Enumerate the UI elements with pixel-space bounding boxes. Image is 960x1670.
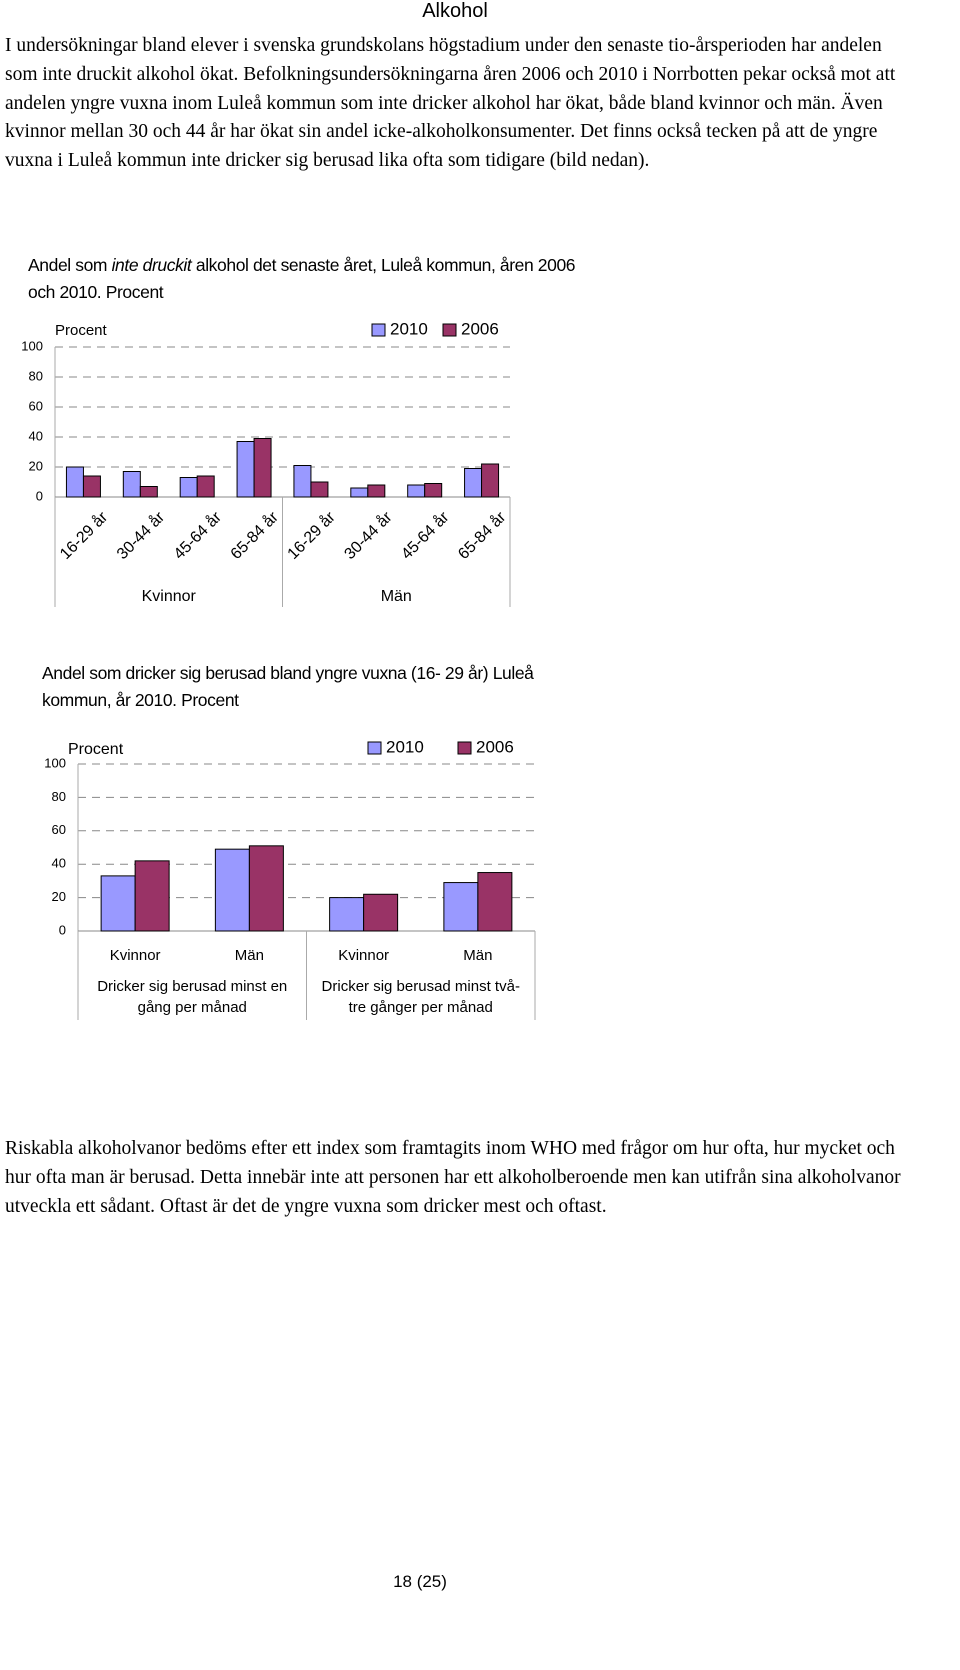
bar (293, 465, 312, 498)
bar (134, 860, 170, 932)
title-part: inte druckit (111, 255, 192, 275)
bar (100, 875, 136, 932)
y-tick-label: 0 (36, 488, 43, 503)
chart-title: Andel som inte druckit alkohol det senas… (28, 252, 588, 306)
bar (82, 475, 101, 498)
bar (310, 481, 329, 498)
y-tick-label: 0 (59, 922, 66, 937)
bar (350, 487, 369, 498)
x-tick-label: Män (235, 947, 264, 964)
y-tick-label: 60 (29, 398, 43, 413)
x-tick-label: Män (463, 947, 492, 964)
x-tick-label: 16-29 år (284, 508, 339, 563)
title-part: Andel som (28, 255, 108, 275)
legend-label: 2006 (476, 737, 514, 756)
page-number: 18 (25) (393, 1572, 447, 1591)
x-tick-label: Kvinnor (110, 947, 161, 964)
group-label: Dricker sig berusad minst en gång per må… (97, 978, 288, 1016)
bar (363, 893, 399, 932)
bar (65, 466, 84, 498)
x-tick-label: 45-64 år (398, 508, 453, 563)
bar (253, 438, 272, 498)
bar (214, 848, 250, 932)
bar (367, 484, 386, 498)
y-tick-label: 40 (29, 428, 43, 443)
bar (122, 471, 141, 498)
y-tick-label: 100 (21, 338, 43, 353)
y-axis-label: Procent (68, 741, 124, 758)
x-tick-label: 16-29 år (56, 508, 111, 563)
bar (481, 463, 500, 498)
group-label: Män (380, 588, 412, 605)
y-axis-label: Procent (55, 322, 108, 339)
bar (443, 882, 479, 932)
legend-label: 2010 (386, 737, 424, 756)
x-tick-label: 45-64 år (170, 508, 225, 563)
legend-swatch (442, 323, 457, 337)
legend-label: 2010 (390, 319, 428, 338)
y-tick-label: 20 (52, 889, 66, 904)
x-tick-label: 65-84 år (455, 508, 510, 563)
y-tick-label: 40 (52, 856, 66, 871)
group-label: Kvinnor (141, 588, 196, 605)
y-tick-label: 80 (52, 789, 66, 804)
bar (464, 468, 483, 498)
bar (329, 897, 365, 932)
bar (196, 475, 215, 498)
title-part: Andel som dricker sig berusad bland yngr… (42, 663, 534, 710)
bar (407, 484, 426, 498)
bar (139, 486, 158, 498)
heading: Alkohol (422, 0, 488, 22)
y-tick-label: 80 (29, 368, 43, 383)
bar (424, 483, 443, 498)
paragraph: I undersökningar bland elever i svenska … (5, 35, 896, 172)
x-tick-label: 65-84 år (227, 508, 282, 563)
x-tick-label: Kvinnor (338, 947, 389, 964)
group-label: Dricker sig berusad minst två-tre gånger… (321, 978, 520, 1016)
y-tick-label: 60 (52, 822, 66, 837)
x-tick-label: 30-44 år (113, 508, 168, 563)
chart-title: Andel som dricker sig berusad bland yngr… (42, 660, 562, 714)
bar (248, 845, 284, 932)
y-tick-label: 20 (29, 458, 43, 473)
legend-swatch (367, 741, 382, 755)
y-tick-label: 100 (44, 755, 66, 770)
bar (477, 872, 513, 932)
x-tick-label: 30-44 år (341, 508, 396, 563)
title-part: alkohol det senaste året, Luleå kommun, … (28, 255, 576, 302)
bar (179, 477, 198, 498)
paragraph: Riskabla alkoholvanor bedöms efter ett i… (5, 1138, 901, 1217)
bar (236, 441, 255, 498)
legend-label: 2006 (461, 319, 499, 338)
legend-swatch (371, 323, 386, 337)
legend-swatch (457, 741, 472, 755)
